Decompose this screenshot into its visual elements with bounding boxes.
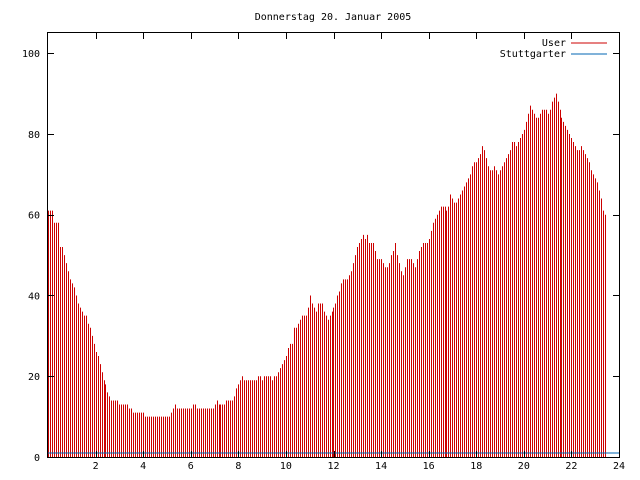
x-tick-label: 14 [375, 461, 387, 472]
y-tick-label: 0 [34, 453, 40, 464]
x-tick-label: 4 [140, 461, 146, 472]
y-tick-label: 100 [22, 49, 40, 60]
x-axis: 2 4 6 8 10 12 14 16 18 20 22 24 [93, 33, 625, 472]
legend: User Stuttgarter [500, 38, 607, 60]
x-tick-label: 10 [280, 461, 292, 472]
x-tick-label: 12 [327, 461, 339, 472]
x-tick-label: 18 [470, 461, 482, 472]
x-tick-label: 24 [613, 461, 625, 472]
x-tick-label: 16 [423, 461, 435, 472]
x-tick-label: 6 [188, 461, 194, 472]
chart-title: Donnerstag 20. Januar 2005 [255, 12, 412, 23]
y-tick-label: 20 [28, 372, 40, 383]
y-tick-label: 80 [28, 130, 40, 141]
x-tick-label: 22 [565, 461, 577, 472]
x-tick-label: 2 [93, 461, 99, 472]
plot-frame [47, 32, 620, 458]
y-tick-label: 40 [28, 291, 40, 302]
legend-label-stuttgarter: Stuttgarter [500, 49, 566, 60]
user-series-bars [48, 93, 606, 457]
legend-label-user: User [542, 38, 566, 49]
x-tick-label: 8 [235, 461, 241, 472]
y-axis: 0 20 40 60 80 100 [22, 49, 619, 464]
y-tick-label: 60 [28, 211, 40, 222]
x-tick-label: 20 [518, 461, 530, 472]
